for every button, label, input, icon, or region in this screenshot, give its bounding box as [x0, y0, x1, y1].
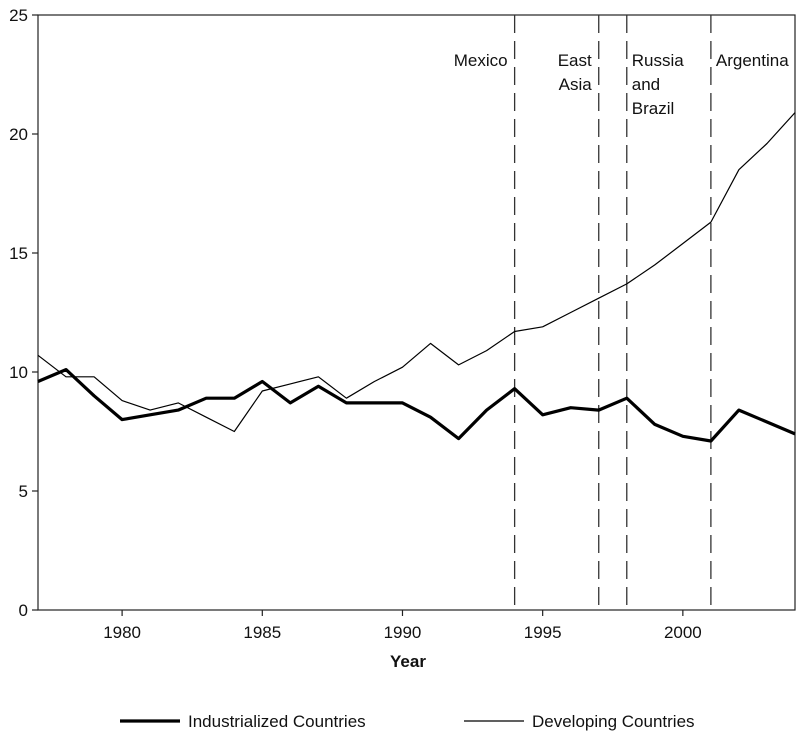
- x-tick-label: 1995: [524, 623, 562, 642]
- event-label: Brazil: [632, 99, 675, 118]
- x-tick-label: 1985: [243, 623, 281, 642]
- event-label: East: [558, 51, 592, 70]
- plot-frame: [37, 14, 796, 611]
- y-tick-label: 25: [9, 6, 28, 25]
- event-label: Asia: [559, 75, 593, 94]
- series-lines: [37, 112, 796, 443]
- legend-label: Industrialized Countries: [188, 712, 366, 731]
- y-tick-label: 20: [9, 125, 28, 144]
- event-label: Argentina: [716, 51, 789, 70]
- series-line-developing: [37, 112, 796, 433]
- legend-label: Developing Countries: [532, 712, 695, 731]
- legend: Industrialized Countries Developing Count…: [120, 712, 695, 731]
- event-label: Russia: [632, 51, 685, 70]
- event-label: Mexico: [454, 51, 508, 70]
- axes: 0 5 10 15 20 25 1980 1985 1990 1995 2000: [9, 6, 796, 642]
- event-markers: Mexico East Asia Russia and Brazil Argentina: [454, 15, 789, 610]
- x-tick-label: 1980: [103, 623, 141, 642]
- y-tick-label: 0: [19, 601, 28, 620]
- x-tick-label: 1990: [384, 623, 422, 642]
- event-label: and: [632, 75, 660, 94]
- x-tick-label: 2000: [664, 623, 702, 642]
- y-tick-label: 10: [9, 363, 28, 382]
- series-line-industrialized: [37, 368, 796, 443]
- y-tick-label: 15: [9, 244, 28, 263]
- y-tick-label: 5: [19, 482, 28, 501]
- x-axis-title: Year: [390, 652, 426, 671]
